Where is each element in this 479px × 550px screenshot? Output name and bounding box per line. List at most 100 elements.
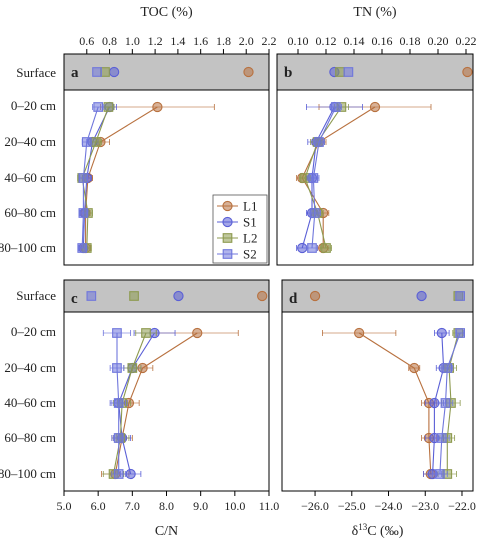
surface-band (277, 54, 473, 90)
x-tick-label: 0.10 (288, 34, 309, 48)
surface-point (92, 67, 102, 77)
data-point (442, 363, 453, 373)
legend-marker (222, 233, 233, 243)
x-tick-label: 0.8 (102, 34, 117, 48)
legend-box (212, 194, 268, 264)
data-point (113, 398, 124, 408)
data-point (81, 137, 92, 147)
surface-point (173, 290, 184, 302)
series-S1 (109, 290, 184, 480)
data-point (429, 397, 440, 409)
data-point (436, 327, 447, 339)
data-point (93, 102, 104, 112)
x-tick-label: 0.20 (428, 34, 449, 48)
x-tick-label: 0.12 (316, 34, 337, 48)
data-point (127, 363, 138, 373)
x-tick-label: 0.16 (372, 34, 393, 48)
data-point (112, 328, 122, 338)
panel-frame (276, 53, 474, 266)
x-tick-label: 0.14 (344, 34, 365, 48)
row-label-60-80-bottom: 60–80 cm (4, 430, 56, 445)
series-line (358, 332, 432, 475)
surface-point (243, 66, 254, 78)
series-S2 (77, 67, 105, 253)
x-tick-label: 0.18 (400, 34, 421, 48)
panel-frame (281, 279, 474, 492)
series-line (85, 106, 158, 248)
panel-a-toc: a 0.6 0.8 1.0 1.2 1.4 1.6 1.8 2.0 2.2 TOC (%) L1S1L… (63, 5, 277, 266)
surface-band (64, 280, 269, 312)
legend-item-S1: S1 (217, 215, 257, 230)
legend-label: S1 (243, 215, 257, 230)
panel-label: d (289, 291, 298, 307)
row-label-0-20-bottom: 0–20 cm (11, 324, 56, 339)
data-point (152, 101, 163, 113)
data-point (308, 173, 319, 183)
x-tick-label: 2.2 (262, 34, 277, 48)
panel-label: a (71, 65, 79, 81)
surface-point (257, 290, 268, 302)
row-label-0-20-top: 0–20 cm (11, 98, 56, 113)
data-point (314, 137, 324, 147)
legend-marker (222, 200, 233, 212)
x-tick-label: −25.0 (338, 499, 366, 513)
x-tick-label: 2.0 (239, 34, 254, 48)
x-tick-label: 1.8 (216, 34, 231, 48)
data-point (103, 102, 114, 112)
x-tick-label: 10.0 (224, 499, 245, 513)
row-label-surface-bottom: Surface (16, 288, 56, 303)
data-point (113, 433, 124, 443)
panel-label: c (71, 291, 78, 307)
panel-d-d13c: d −26.0 −25.0 −24.0 −23.0 −22.0 δ13C (‰) (281, 279, 476, 539)
series-L1 (296, 66, 473, 254)
panel-frame (63, 53, 270, 266)
data-point (297, 242, 308, 254)
data-point (440, 398, 451, 408)
data-point (78, 173, 89, 183)
x-tick-label: 1.2 (148, 34, 163, 48)
x-tick-label: −24.0 (375, 499, 403, 513)
legend-marker (222, 216, 233, 228)
series-L1 (309, 290, 439, 480)
series-L2 (437, 291, 465, 479)
x-tick-label: 0.6 (79, 34, 94, 48)
data-point (91, 137, 101, 147)
legend-label: S2 (243, 247, 257, 262)
data-point (78, 208, 89, 218)
x-axis-title: δ13C (‰) (352, 522, 404, 539)
x-tick-label: 6.0 (91, 499, 106, 513)
series-S2 (432, 291, 465, 479)
surface-point (309, 290, 321, 302)
row-label-40-60-bottom: 40–60 cm (4, 395, 56, 410)
x-tick-label: −22.0 (448, 499, 476, 513)
row-label-20-40-top: 20–40 cm (4, 134, 56, 149)
row-label-80-100-top: 80–100 cm (0, 240, 56, 255)
data-point (369, 101, 381, 113)
data-point (321, 243, 331, 253)
series-L2 (102, 291, 157, 479)
legend-marker (222, 249, 233, 259)
data-point (77, 243, 88, 253)
series-S1 (296, 66, 363, 254)
series-S1 (416, 290, 452, 480)
surface-point (129, 291, 139, 301)
series-S2 (305, 67, 354, 253)
surface-point (343, 67, 354, 77)
surface-point (86, 291, 97, 301)
panel-b-tn: b 0.10 0.12 0.14 0.16 0.18 0.20 0.22 TN (%) (276, 5, 477, 266)
data-point (330, 102, 341, 112)
row-label-80-100-bottom: 80–100 cm (0, 466, 56, 481)
x-tick-label: 1.0 (125, 34, 140, 48)
data-point (353, 327, 365, 339)
panel-c-cn: c 5.0 6.0 7.0 8.0 9.0 10.0 11.0 C/N (57, 279, 279, 539)
data-point (125, 468, 136, 480)
x-tick-label: −26.0 (301, 499, 329, 513)
x-axis-title: TN (%) (353, 5, 396, 20)
data-point (112, 363, 122, 373)
surface-point (462, 66, 473, 78)
x-tick-label: 7.0 (125, 499, 140, 513)
x-tick-label: 9.0 (193, 499, 208, 513)
data-point (307, 243, 317, 253)
